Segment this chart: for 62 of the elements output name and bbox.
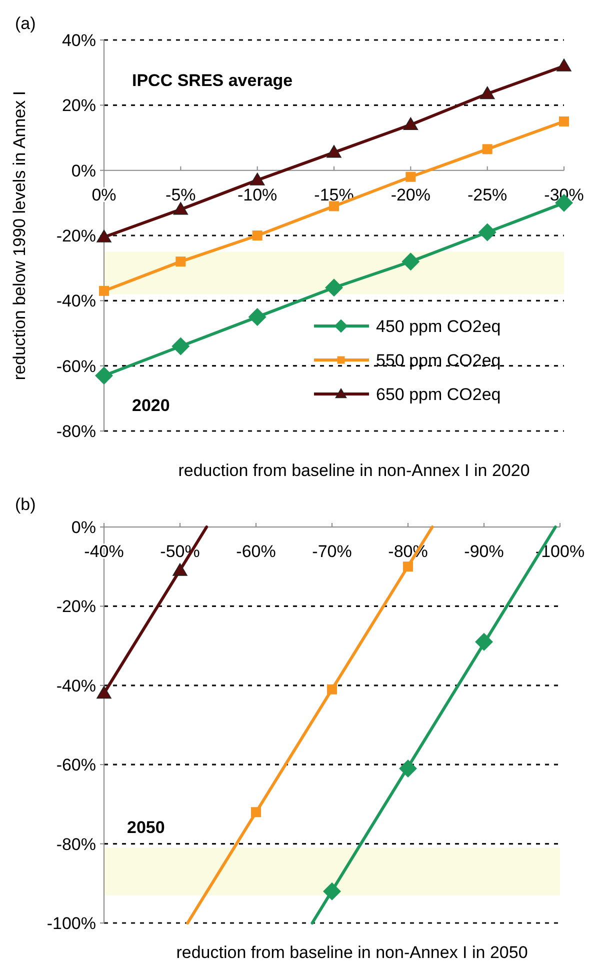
x-axis-title: reduction from baseline in non-Annex I in 2050 (176, 943, 528, 962)
chart-title: (b) (15, 495, 36, 514)
legend-label: 650 ppm CO2eq (376, 384, 501, 404)
y-tick-label: -80% (56, 422, 96, 441)
y-tick-label: 20% (62, 96, 96, 116)
point (173, 202, 188, 215)
x-tick-label: -40% (84, 542, 124, 561)
point (478, 223, 496, 242)
y-tick-label: -20% (56, 226, 96, 246)
annotation: IPCC SRES average (132, 71, 293, 90)
point (329, 201, 339, 212)
point (248, 308, 266, 326)
y-tick-label: 0% (71, 518, 96, 537)
x-tick-label: -70% (312, 542, 352, 561)
point (559, 116, 569, 126)
x-tick-label: -20% (390, 185, 431, 204)
point (176, 256, 186, 267)
point (556, 58, 572, 72)
y-tick-label: -40% (56, 292, 96, 311)
point (251, 807, 261, 818)
y-tick-label: 0% (71, 161, 96, 180)
x-tick-label: -25% (467, 185, 508, 204)
point (99, 286, 109, 296)
legend-label: 550 ppm CO2eq (376, 350, 501, 370)
point (327, 684, 337, 694)
y-tick-label: -20% (56, 597, 96, 616)
y-tick-label: -40% (56, 676, 96, 696)
legend-label: 450 ppm CO2eq (376, 316, 501, 336)
point (323, 882, 341, 900)
chart-title: (a) (15, 14, 36, 33)
y-tick-label: -100% (46, 914, 96, 933)
point (96, 230, 112, 242)
x-tick-label: 0% (92, 185, 116, 204)
point (96, 686, 112, 699)
point (403, 562, 413, 572)
point (326, 145, 342, 158)
point (480, 86, 495, 100)
annotation: 2050 (127, 818, 165, 837)
x-axis-title: reduction from baseline in non-Annex I in 2020 (178, 461, 530, 480)
point (403, 117, 418, 130)
x-tick-label: -5% (166, 185, 196, 204)
point (475, 632, 493, 651)
point (406, 172, 416, 182)
point (172, 337, 190, 356)
point (482, 144, 492, 154)
point (402, 252, 420, 271)
point (252, 230, 262, 240)
point (172, 563, 188, 576)
x-tick-label: -15% (314, 185, 354, 204)
y-tick-label: -60% (56, 356, 96, 376)
point (399, 760, 417, 778)
x-tick-label: -90% (464, 542, 504, 561)
x-tick-label: -10% (237, 185, 278, 204)
point (95, 366, 113, 385)
y-tick-label: 40% (62, 30, 96, 50)
point (325, 278, 343, 297)
y-tick-label: -80% (56, 834, 96, 854)
y-tick-label: -60% (56, 756, 96, 775)
point (250, 172, 265, 186)
x-tick-label: -60% (236, 542, 276, 561)
y-axis-title: reduction below 1990 levels in Annex I (10, 90, 29, 380)
annotation: 2020 (132, 396, 170, 415)
